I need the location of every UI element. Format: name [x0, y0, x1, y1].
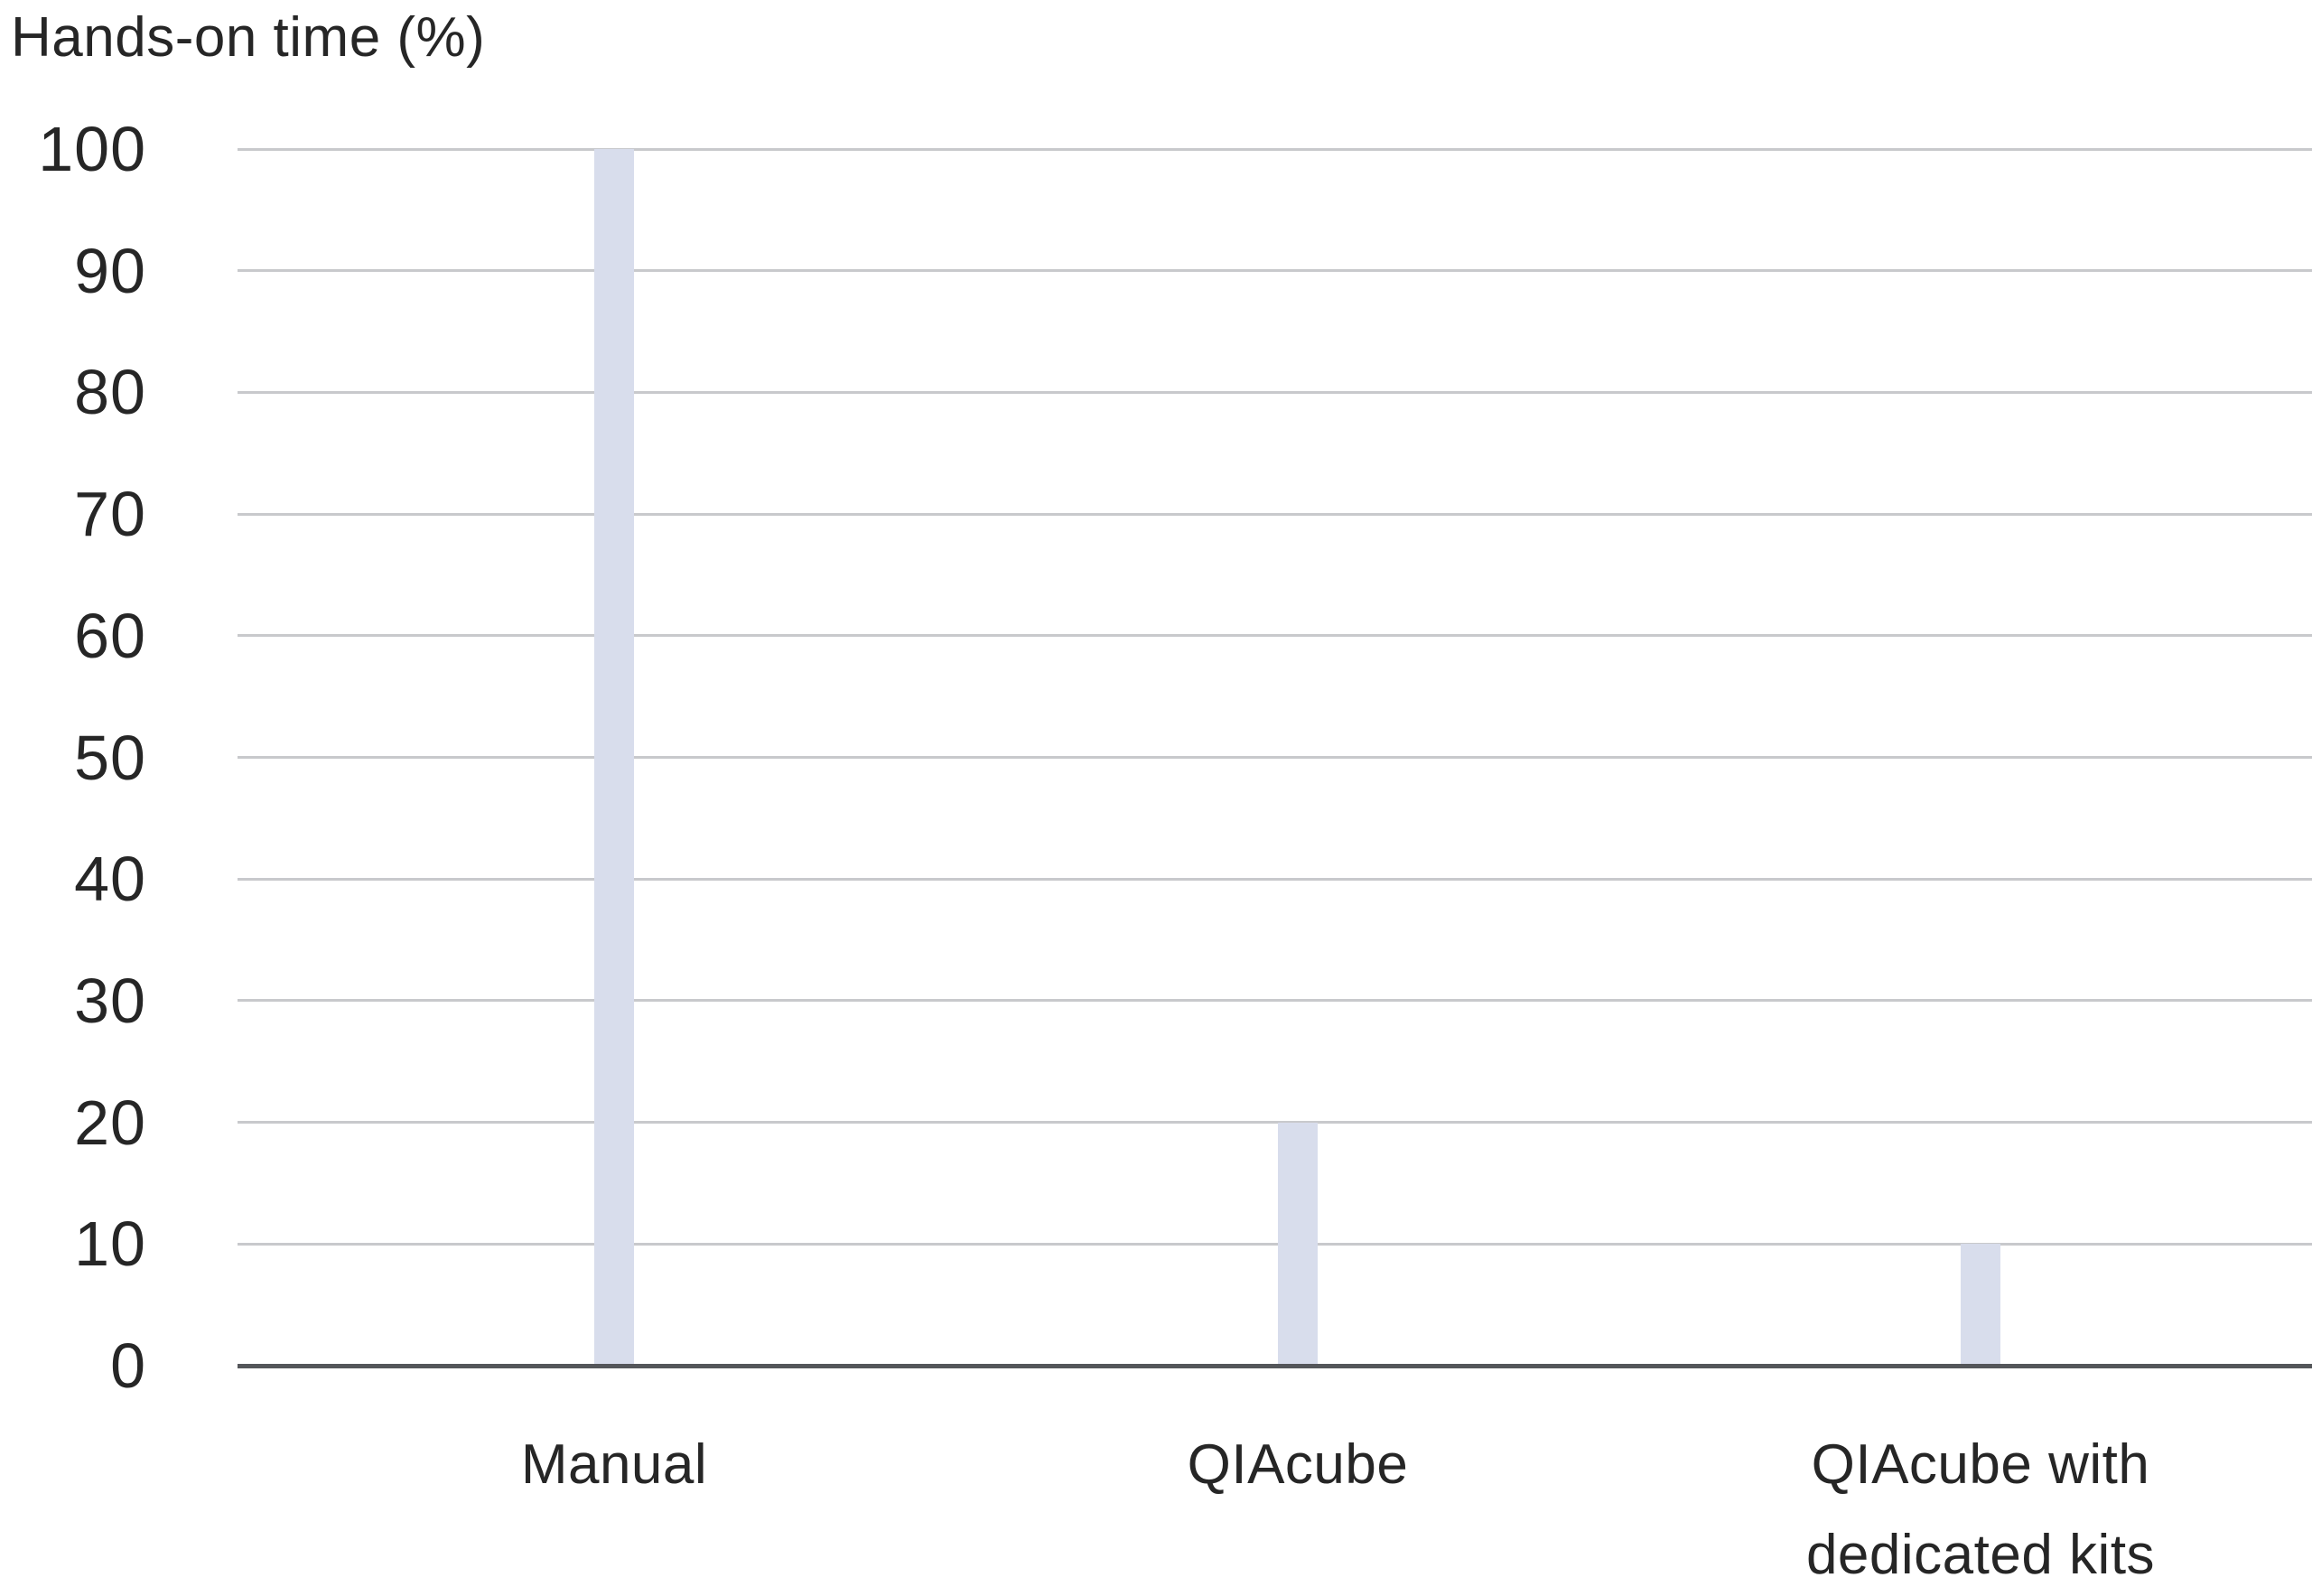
category-label-line: QIAcube	[1187, 1433, 1409, 1496]
gridline-90	[238, 269, 2312, 273]
bar-qiacube	[1278, 1122, 1318, 1366]
bar-manual	[594, 149, 634, 1366]
y-tick-label-50: 50	[74, 722, 146, 793]
y-tick-label-90: 90	[74, 235, 146, 306]
gridline-40	[238, 877, 2312, 881]
gridline-20	[238, 1121, 2312, 1125]
y-tick-label-40: 40	[74, 844, 146, 915]
y-tick-label-10: 10	[74, 1209, 146, 1280]
category-label-qiacube-with-dedicated-kits: QIAcube with dedicated kits	[1664, 1420, 2297, 1596]
y-axis-title: Hands-on time (%)	[11, 6, 486, 69]
y-tick-label-70: 70	[74, 479, 146, 550]
y-tick-label-30: 30	[74, 965, 146, 1036]
bar-qiacube-with-dedicated-kits	[1961, 1244, 2000, 1366]
x-axis-line	[238, 1364, 2312, 1368]
category-label-line: QIAcube with	[1811, 1433, 2150, 1496]
category-label-line: dedicated kits	[1805, 1524, 2156, 1586]
gridline-30	[238, 999, 2312, 1003]
gridline-50	[238, 756, 2312, 759]
gridline-80	[238, 390, 2312, 394]
y-tick-label-80: 80	[74, 357, 146, 428]
y-tick-label-0: 0	[110, 1330, 146, 1401]
category-label-line: Manual	[520, 1433, 708, 1496]
y-tick-label-100: 100	[38, 114, 146, 184]
category-label-qiacube: QIAcube	[982, 1420, 1614, 1510]
category-label-manual: Manual	[298, 1420, 930, 1510]
y-tick-label-60: 60	[74, 600, 146, 671]
gridline-70	[238, 512, 2312, 516]
plot-area	[238, 0, 2312, 1596]
gridline-10	[238, 1242, 2312, 1246]
gridline-100	[238, 147, 2312, 151]
gridline-60	[238, 634, 2312, 638]
y-tick-label-20: 20	[74, 1087, 146, 1158]
